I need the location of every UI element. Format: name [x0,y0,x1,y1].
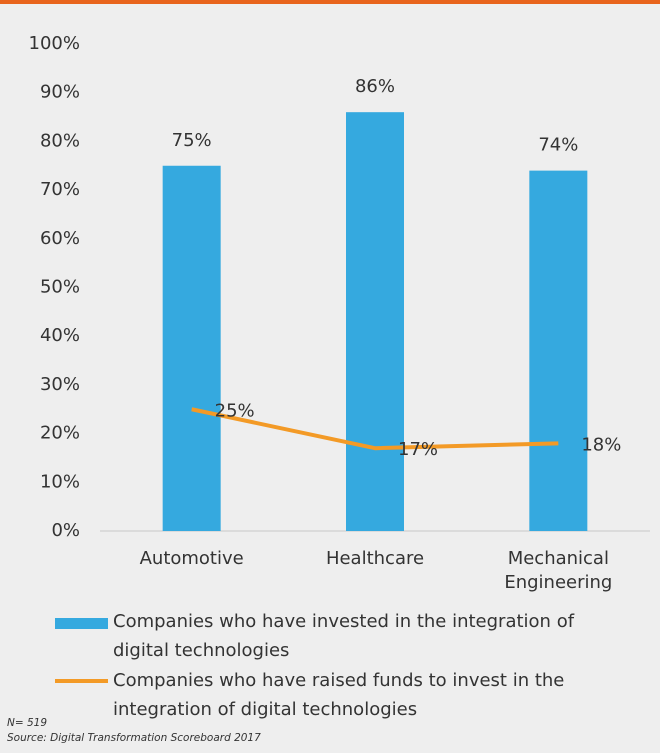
y-tick-label: 40% [40,325,80,346]
x-tick-label: Automotive [139,548,244,569]
bar [529,170,588,531]
data-label: 75% [172,130,212,151]
y-tick-label: 20% [40,423,80,444]
data-label: 25% [215,400,255,421]
data-label: 86% [355,76,395,97]
footnote: N= 519 [7,717,48,729]
y-tick-label: 10% [40,471,80,492]
y-tick-label: 60% [40,228,80,249]
bar [162,165,221,531]
x-tick-label: Healthcare [325,548,425,569]
legend-swatch [55,679,108,683]
y-tick-label: 50% [40,277,80,298]
line [191,407,559,451]
footnote: Source: Digital Transformation Scoreboar… [7,732,261,744]
legend-swatch [55,618,108,629]
y-tick-label: 0% [51,520,80,541]
top-bar [0,0,660,4]
bar [346,112,404,532]
chart: 0% 10% 20% 30% 40% 50% 60% 70% 80% 90% 100% 75% 86% 7… [29,33,650,541]
y-tick-label: 90% [40,82,80,103]
data-label: 18% [581,434,621,455]
legend-label: Companies who have invested in the integ… [113,611,575,661]
legend-label: Companies who have raised funds to inves… [113,670,565,720]
y-tick-label: 70% [40,179,80,200]
y-tick-label: 100% [29,33,80,54]
data-label: 17% [398,439,438,460]
data-label: 74% [538,135,578,156]
y-tick-label: 80% [40,130,80,151]
x-tick-label: Mechanical Engineering [504,548,613,593]
y-tick-label: 30% [40,374,80,395]
